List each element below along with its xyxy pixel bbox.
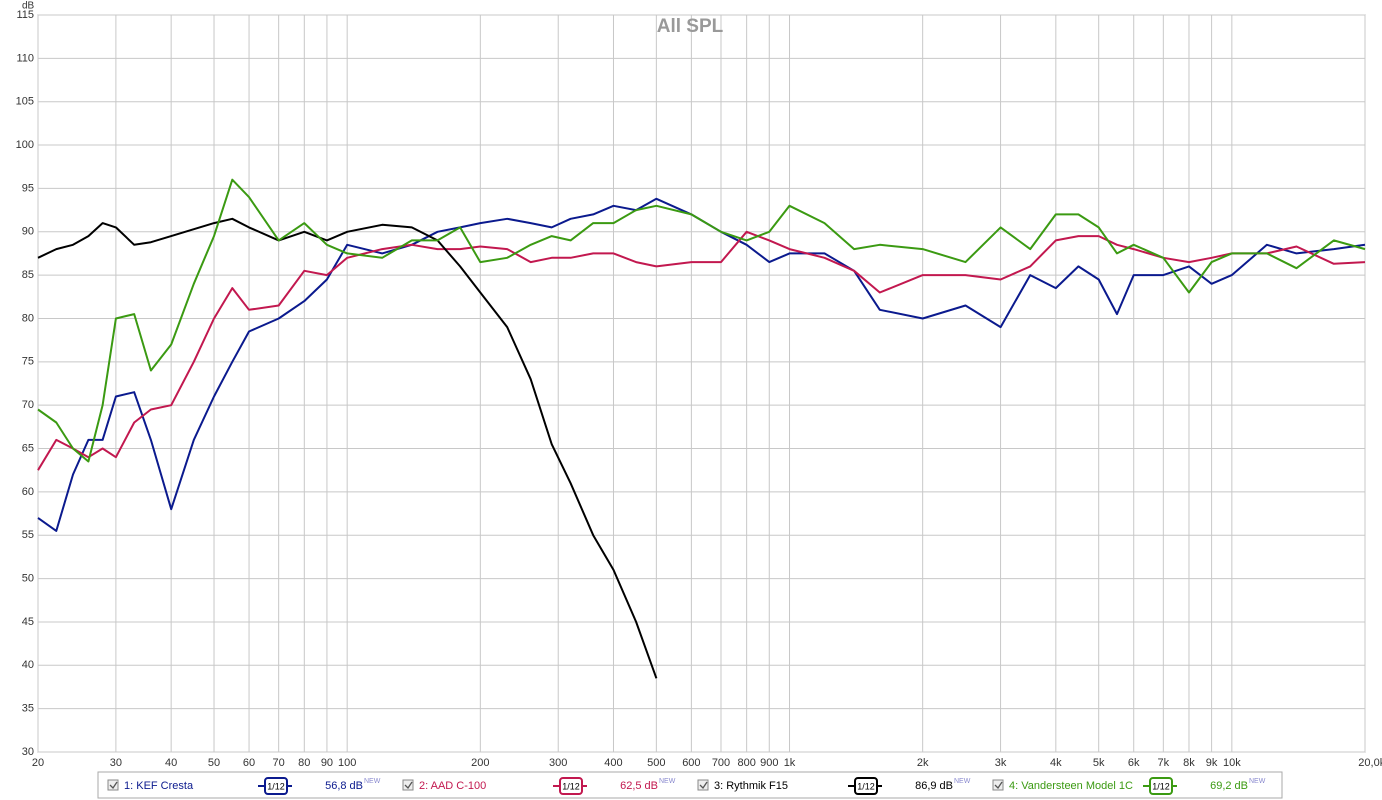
x-tick-label: 70 [273, 757, 285, 769]
x-tick-label: 30 [110, 757, 122, 769]
legend-badge: NEW [364, 778, 381, 785]
checkmark [699, 781, 708, 790]
y-tick-label: 45 [22, 616, 34, 628]
y-tick-label: 55 [22, 529, 34, 541]
legend-label: 4: Vandersteen Model 1C [1009, 780, 1133, 792]
legend [97, 771, 1283, 799]
y-tick-label: 75 [22, 356, 34, 368]
x-tick-label: 60 [243, 757, 255, 769]
y-tick-label: 85 [22, 269, 34, 281]
x-tick-label: 4k [1050, 757, 1062, 769]
series-line [37, 217, 658, 679]
x-tick-label: 500 [647, 757, 665, 769]
series-line [37, 197, 1366, 532]
x-tick-label: 2k [917, 757, 929, 769]
legend-level: 69,2 dB [1210, 780, 1248, 792]
x-tick-label: 40 [165, 757, 177, 769]
y-tick-label: 110 [16, 52, 34, 64]
x-tick-label: 200 [471, 757, 489, 769]
smoothing-label: 1/12 [1152, 781, 1170, 791]
x-tick-label: 1k [784, 757, 796, 769]
smoothing-box [559, 777, 583, 795]
y-tick-label: 100 [16, 139, 34, 151]
legend-label: 1: KEF Cresta [124, 780, 194, 792]
legend-level: 56,8 dB [325, 780, 363, 792]
smoothing-box [854, 777, 878, 795]
x-tick-label: 20,0k Hz [1358, 757, 1382, 769]
y-tick-label: 90 [22, 226, 34, 238]
y-tick-label: 95 [22, 182, 34, 194]
series-line [37, 230, 1366, 471]
x-tick-label: 10k [1223, 757, 1241, 769]
smoothing-label: 1/12 [562, 781, 580, 791]
x-tick-label: 7k [1158, 757, 1170, 769]
x-tick-label: 3k [995, 757, 1007, 769]
x-tick-label: 5k [1093, 757, 1105, 769]
legend-checkbox[interactable] [992, 779, 1004, 791]
y-tick-label: 60 [22, 486, 34, 498]
x-tick-label: 900 [760, 757, 778, 769]
checkmark [404, 781, 413, 790]
y-tick-label: 50 [22, 572, 34, 584]
y-tick-label: 80 [22, 312, 34, 324]
x-tick-label: 300 [549, 757, 567, 769]
smoothing-box [1149, 777, 1173, 795]
x-tick-label: 50 [208, 757, 220, 769]
y-tick-label: 115 [16, 9, 34, 21]
legend-level: 62,5 dB [620, 780, 658, 792]
x-tick-label: 400 [604, 757, 622, 769]
legend-checkbox[interactable] [697, 779, 709, 791]
y-tick-label: 30 [22, 746, 34, 758]
legend-checkbox[interactable] [402, 779, 414, 791]
smoothing-box [264, 777, 288, 795]
x-tick-label: 80 [298, 757, 310, 769]
x-tick-label: 8k [1183, 757, 1195, 769]
y-unit: dB [22, 1, 35, 12]
x-tick-label: 100 [338, 757, 356, 769]
y-tick-label: 105 [16, 96, 34, 108]
checkmark [109, 781, 118, 790]
x-tick-label: 9k [1206, 757, 1218, 769]
x-tick-label: 700 [712, 757, 730, 769]
legend-label: 3: Rythmik F15 [714, 780, 788, 792]
x-tick-label: 800 [737, 757, 755, 769]
legend-badge: NEW [954, 778, 971, 785]
legend-checkbox[interactable] [107, 779, 119, 791]
legend-badge: NEW [659, 778, 676, 785]
plot-area [37, 14, 1366, 753]
y-tick-label: 40 [22, 659, 34, 671]
chart-title: All SPL [657, 16, 724, 37]
checkmark [994, 781, 1003, 790]
legend-badge: NEW [1249, 778, 1266, 785]
x-tick-label: 600 [682, 757, 700, 769]
y-tick-label: 70 [22, 399, 34, 411]
legend-label: 2: AAD C-100 [419, 780, 486, 792]
smoothing-label: 1/12 [267, 781, 285, 791]
y-tick-label: 65 [22, 442, 34, 454]
series-line [37, 178, 1366, 463]
x-tick-label: 20 [32, 757, 44, 769]
x-tick-label: 6k [1128, 757, 1140, 769]
y-tick-label: 35 [22, 703, 34, 715]
smoothing-label: 1/12 [857, 781, 875, 791]
legend-level: 86,9 dB [915, 780, 953, 792]
x-tick-label: 90 [321, 757, 333, 769]
